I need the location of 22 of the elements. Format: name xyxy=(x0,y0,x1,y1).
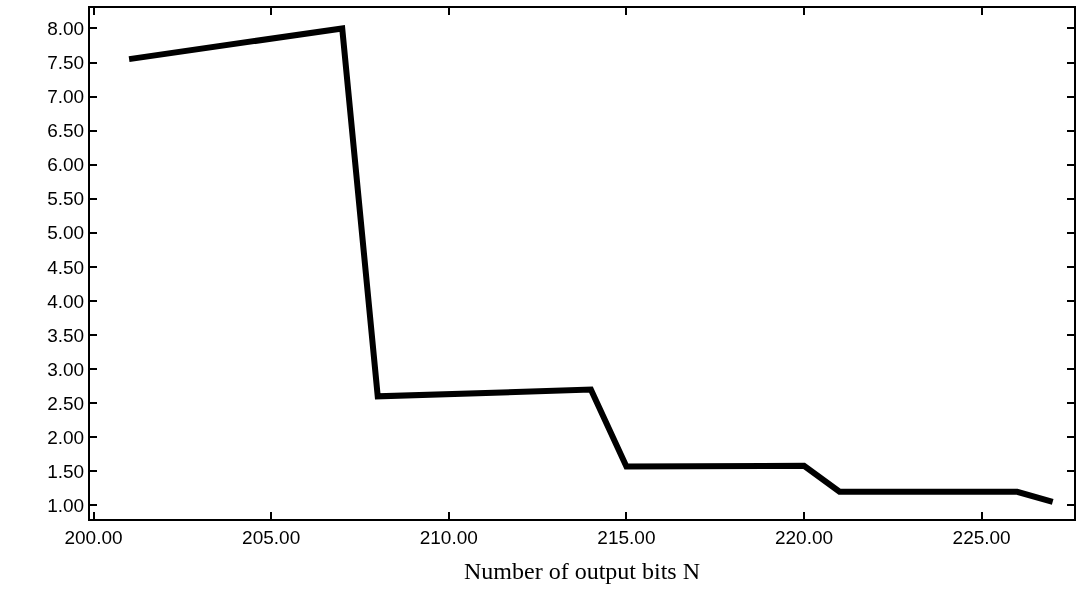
x-tick-label: 210.00 xyxy=(419,526,478,548)
y-tick-label: 2.00 xyxy=(47,426,85,448)
y-tick-label: 8.00 xyxy=(47,18,85,40)
y-tick-label: 1.00 xyxy=(47,495,85,517)
y-tick-label: 6.00 xyxy=(47,154,85,176)
y-tick-label: 4.00 xyxy=(47,290,85,312)
y-tick-label: 7.00 xyxy=(47,86,85,108)
y-tick-label: 1.50 xyxy=(47,460,85,482)
x-tick-label: 205.00 xyxy=(242,526,301,548)
x-tick-label: 200.00 xyxy=(64,526,123,548)
y-tick-label: 2.50 xyxy=(47,392,85,414)
y-tick-label: 6.50 xyxy=(47,120,85,142)
y-tick-label: 5.50 xyxy=(47,188,85,210)
y-tick-label: 3.00 xyxy=(47,358,85,380)
x-tick-label: 215.00 xyxy=(597,526,656,548)
x-axis-title: Number of output bits N xyxy=(464,557,700,584)
y-tick-label: 5.00 xyxy=(47,222,85,244)
x-tick-label: 225.00 xyxy=(952,526,1011,548)
y-tick-label: 3.50 xyxy=(47,324,85,346)
y-tick-label: 7.50 xyxy=(47,52,85,74)
y-tick-label: 4.50 xyxy=(47,256,85,278)
x-tick-label: 220.00 xyxy=(774,526,834,548)
